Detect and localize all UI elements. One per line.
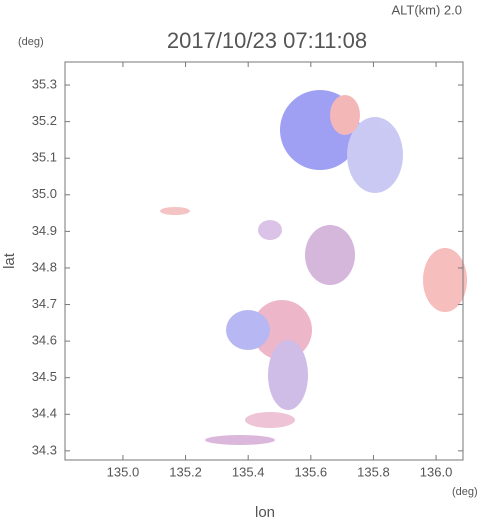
echo-region xyxy=(423,248,467,312)
echo-region xyxy=(258,220,282,240)
x-tick-label: 135.6 xyxy=(295,464,328,479)
altitude-label: ALT(km) 2.0 xyxy=(391,2,462,17)
y-tick-label: 34.7 xyxy=(32,296,57,311)
echo-region xyxy=(226,310,270,350)
echo-region xyxy=(305,225,355,285)
chart-title: 2017/10/23 07:11:08 xyxy=(167,28,367,53)
y-tick-label: 34.4 xyxy=(32,406,57,421)
y-tick-label: 34.3 xyxy=(32,442,57,457)
plot-frame xyxy=(64,61,464,461)
y-tick-label: 34.5 xyxy=(32,369,57,384)
y-tick-label: 35.0 xyxy=(32,186,57,201)
y-tick-label: 34.9 xyxy=(32,223,57,238)
x-unit: (deg) xyxy=(452,486,478,498)
echo-region xyxy=(347,117,403,193)
x-tick-label: 136.0 xyxy=(420,464,453,479)
y-tick-label: 34.6 xyxy=(32,333,57,348)
x-axis-label: lon xyxy=(255,504,275,521)
x-tick-label: 135.2 xyxy=(169,464,202,479)
y-tick-label: 35.3 xyxy=(32,76,57,91)
echo-region xyxy=(245,412,295,428)
y-tick-label: 35.1 xyxy=(32,150,57,165)
x-tick-label: 135.8 xyxy=(357,464,390,479)
y-tick-label: 35.2 xyxy=(32,113,57,128)
y-axis-label: lat xyxy=(1,252,18,269)
echo-region xyxy=(205,435,275,445)
x-tick-label: 135.0 xyxy=(107,464,140,479)
x-tick-label: 135.4 xyxy=(232,464,265,479)
y-tick-label: 34.8 xyxy=(32,259,57,274)
echo-region xyxy=(268,340,308,410)
echo-regions xyxy=(160,90,467,445)
echo-region xyxy=(330,95,360,135)
y-unit: (deg) xyxy=(18,36,44,48)
echo-region xyxy=(160,207,190,215)
